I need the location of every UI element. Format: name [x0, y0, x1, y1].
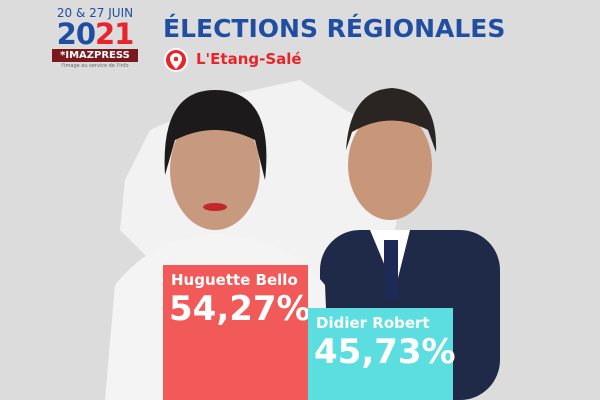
imazpress-logo: 20 & 27 JUIN 2021 *IMAZPRESS l'image au … — [52, 6, 138, 70]
candidate-name: Didier Robert — [316, 314, 430, 332]
election-dates: 20 & 27 JUIN — [56, 6, 134, 20]
brand-tagline: l'image au service de l'info — [61, 63, 129, 69]
year-part2: 21 — [95, 17, 134, 51]
map-pin-icon — [164, 48, 188, 72]
location-label: L'Etang-Salé — [196, 50, 302, 68]
brand-name: *IMAZPRESS — [52, 49, 138, 62]
percentage-label: 54,27% — [169, 289, 311, 329]
year: 2021 — [52, 17, 138, 51]
bar-didier-robert: Didier Robert 45,73% — [308, 308, 456, 400]
page-title: ÉLECTIONS RÉGIONALES — [163, 14, 506, 43]
percentage-label: 45,73% — [314, 332, 456, 372]
year-part1: 20 — [56, 17, 96, 51]
candidate-name: Huguette Bello — [171, 271, 298, 289]
bar-huguette-bello: Huguette Bello 54,27% — [163, 265, 311, 400]
